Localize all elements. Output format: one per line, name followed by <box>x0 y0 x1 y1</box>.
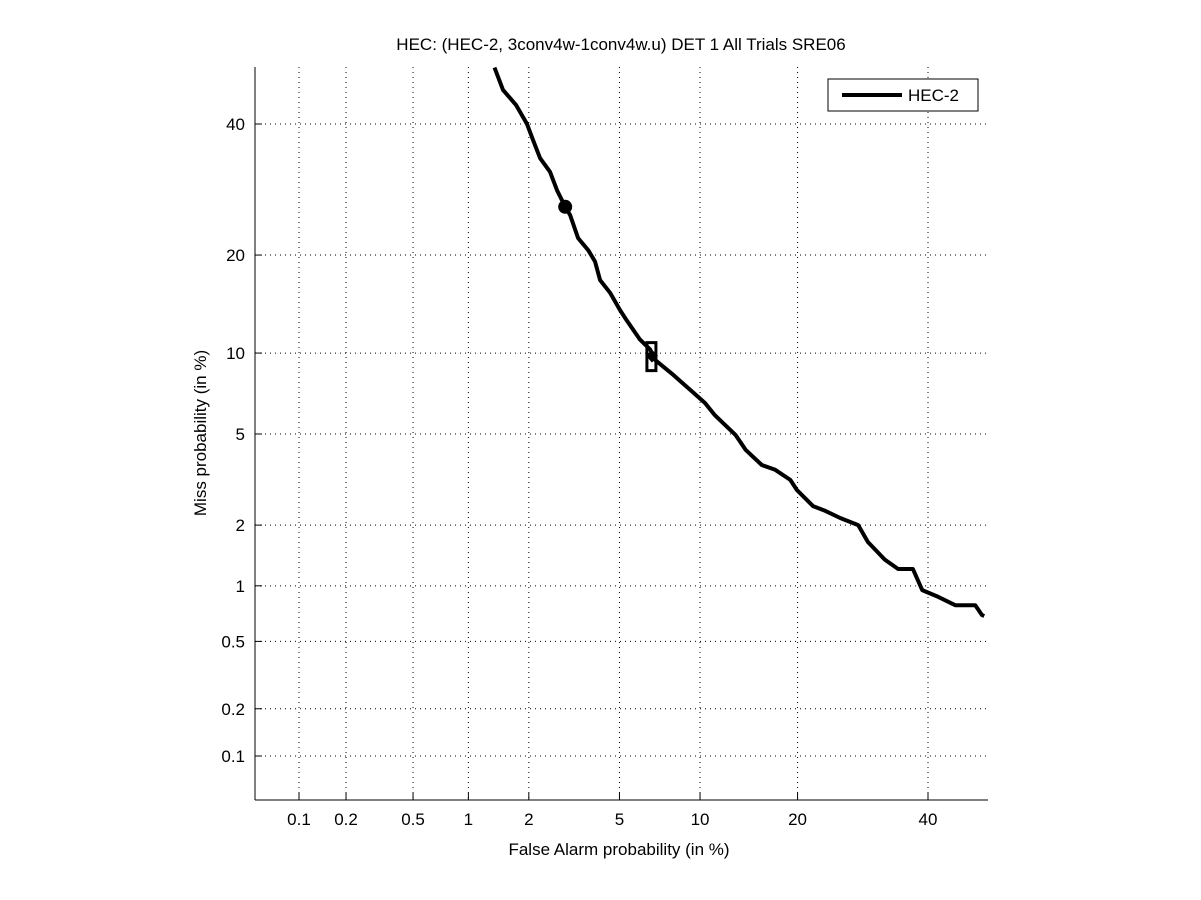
y-tick-labels: 0.1 0.2 0.5 1 2 5 10 20 40 <box>221 115 245 766</box>
min-dcf-point-marker <box>558 199 573 214</box>
x-tick-label: 20 <box>788 810 807 829</box>
x-tick-label: 5 <box>615 810 624 829</box>
x-axis-label: False Alarm probability (in %) <box>508 840 729 859</box>
actual-decision-point-star <box>645 349 658 363</box>
y-axis-label: Miss probability (in %) <box>191 350 210 516</box>
legend-label-hec-2: HEC-2 <box>908 86 959 105</box>
series-line-hec-2 <box>492 66 986 618</box>
y-tick-label: 2 <box>236 516 245 535</box>
x-tick-label: 10 <box>691 810 710 829</box>
series-layer <box>492 66 986 618</box>
y-tick-label: 0.2 <box>221 700 245 719</box>
x-tick-label: 0.2 <box>334 810 358 829</box>
grid-lines <box>255 67 988 800</box>
plot-area-frame <box>255 67 988 800</box>
y-tick-label: 0.1 <box>221 747 245 766</box>
y-tick-label: 1 <box>236 577 245 596</box>
y-tick-label: 20 <box>226 246 245 265</box>
x-tick-label: 1 <box>464 810 473 829</box>
y-tick-label: 0.5 <box>221 632 245 651</box>
x-tick-label: 40 <box>919 810 938 829</box>
chart-title: HEC: (HEC-2, 3conv4w-1conv4w.u) DET 1 Al… <box>396 35 845 54</box>
y-tick-label: 10 <box>226 344 245 363</box>
x-tick-labels: 0.1 0.2 0.5 1 2 5 10 20 40 <box>287 810 937 829</box>
y-tick-label: 40 <box>226 115 245 134</box>
x-tick-label: 0.1 <box>287 810 311 829</box>
y-tick-label: 5 <box>236 425 245 444</box>
x-tick-label: 0.5 <box>401 810 425 829</box>
markers-layer <box>558 199 658 373</box>
x-tick-label: 2 <box>524 810 533 829</box>
legend: HEC-2 <box>827 78 979 112</box>
